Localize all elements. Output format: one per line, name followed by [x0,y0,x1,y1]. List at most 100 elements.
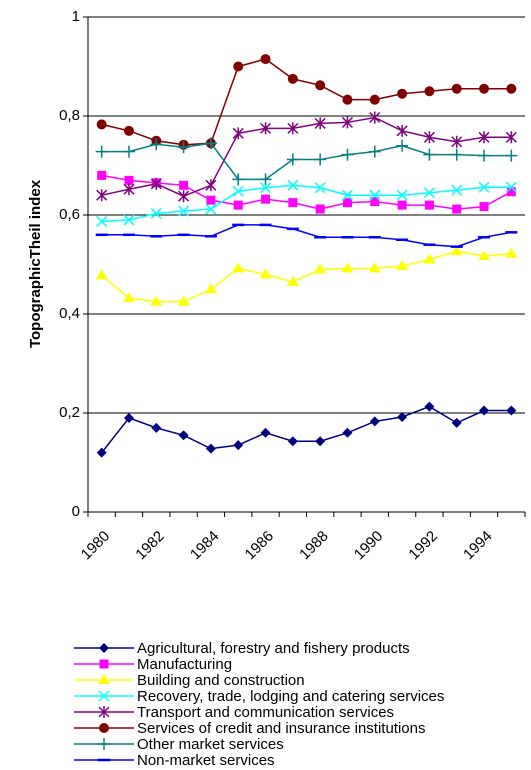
marker [96,119,107,130]
marker [369,94,380,105]
marker [314,117,326,130]
marker [205,179,217,192]
series-line [101,116,512,198]
marker [451,184,463,196]
legend-label: Non-market services [137,752,275,769]
marker [452,204,462,214]
y-tick-label: 0,2 [59,404,80,421]
x-tick-label: 1982 [132,528,168,564]
marker [314,263,327,274]
marker [95,145,108,158]
y-tick-label: 0 [72,503,80,520]
marker [286,275,299,286]
legend-label: Building and construction [137,672,305,689]
marker [424,86,435,97]
y-tick-label: 1 [72,8,80,25]
marker [478,250,491,261]
marker [505,247,518,258]
marker [341,262,354,273]
marker [424,200,434,210]
marker [341,189,353,201]
marker [450,148,463,161]
marker [95,269,108,280]
series [97,170,516,214]
marker [286,153,299,166]
marker [397,88,408,99]
y-tick-label: 0,4 [59,305,80,322]
series [96,401,517,458]
marker [451,135,463,148]
x-tick-label: 1988 [296,528,332,564]
marker [123,125,134,136]
marker [232,173,245,186]
marker [287,122,299,135]
x-tick-label: 1992 [405,528,441,564]
marker [232,127,244,140]
marker [478,181,490,193]
marker [479,405,490,416]
marker [451,83,462,94]
marker [204,137,217,150]
legend-marker [98,738,110,750]
marker [96,189,108,202]
marker [204,283,217,294]
marker [478,149,491,162]
marker [423,148,436,161]
marker [233,61,244,72]
marker [97,170,107,180]
marker [342,94,353,105]
marker [369,416,380,427]
y-tick-label: 0,8 [59,107,80,124]
series [96,179,517,227]
series-line [101,142,512,181]
series-line [101,250,512,303]
marker [179,180,189,190]
marker [287,73,298,84]
legend-marker [99,643,109,653]
marker [96,215,108,227]
marker [123,412,134,423]
marker [370,197,380,207]
marker [123,183,135,196]
legend-label: Recovery, trade, lodging and catering se… [137,688,444,705]
marker [368,145,381,158]
series-line [101,224,512,248]
marker [150,295,163,306]
marker [314,153,327,166]
legend-marker [99,659,109,669]
series-line [101,184,512,223]
marker [260,122,272,135]
marker [260,427,271,438]
marker [423,253,436,264]
marker [396,189,408,201]
marker [150,177,162,190]
marker [478,131,490,144]
legend-label: Agricultural, forestry and fishery produ… [137,640,410,657]
series-line [101,405,512,454]
series [96,54,517,150]
marker [122,145,135,158]
marker [368,262,381,273]
marker [505,149,518,162]
series [95,245,518,306]
marker [232,185,244,197]
x-tick-label: 1990 [351,528,387,564]
marker [479,202,489,212]
marker [178,430,189,441]
legend-marker [98,674,110,684]
marker [206,195,216,205]
marker [451,417,462,428]
marker [506,187,516,197]
marker [369,111,381,124]
series [96,111,517,203]
marker [341,116,353,129]
marker [315,204,325,214]
x-tick-label: 1994 [460,528,496,564]
marker [151,422,162,433]
marker [341,148,354,161]
marker [506,405,517,416]
marker [122,292,135,303]
marker [396,139,409,152]
legend-marker [98,706,110,718]
